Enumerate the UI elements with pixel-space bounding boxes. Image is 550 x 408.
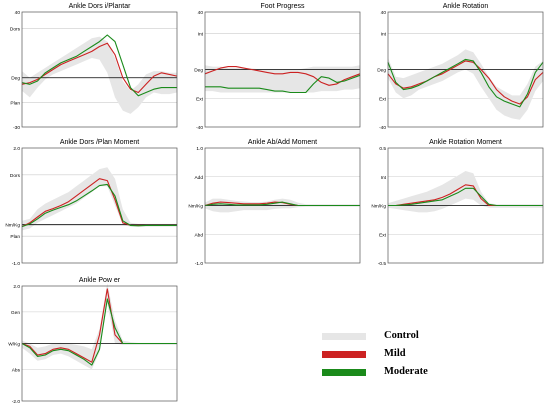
series-line-moderate [205,74,361,94]
y-tick-label: Abs [12,367,21,373]
chart-panel-2: Foot Progress 40 Int Deg Ext -40 [194,3,361,131]
chart-title: Ankle Dors /Plan Moment [60,139,139,146]
control-band [205,65,360,93]
legend-swatch-moderate [322,369,366,376]
control-band [388,171,543,213]
y-tick-label: -0.5 [378,261,387,267]
y-tick-label: Deg [194,68,203,74]
y-tick-label: 0.5 [379,146,386,152]
y-tick-label: -40 [196,125,203,131]
series-line-moderate [387,58,544,108]
series-line-moderate [21,183,177,228]
y-tick-label: 40 [15,10,21,16]
control-band [22,167,177,231]
series-line-mild [21,42,178,94]
chart-panel-1: Ankle Dors i/Plantar 40 Dors Deg Plan -30 [10,3,178,131]
legend: Control Mild Moderate [322,328,522,382]
chart-title: Ankle Dors i/Plantar [69,3,132,10]
y-tick-label: -40 [379,125,386,131]
y-tick-label: 40 [381,10,387,16]
series-line-mild [204,66,361,86]
plot-frame [204,11,361,128]
y-tick-label: Ext [379,96,387,102]
y-tick-label: -2.0 [12,399,21,405]
plot-frame [387,147,544,264]
y-tick-label: Ext [196,96,204,102]
legend-item-control: Control [322,328,522,344]
series-line-moderate [204,201,360,207]
y-tick-label: Deg [377,68,386,74]
legend-label-moderate: Moderate [384,366,428,377]
plot-frame [21,147,178,264]
y-tick-label: -30 [13,125,20,131]
y-tick-label: 1.0 [196,146,203,152]
y-tick-label: Plan [10,234,20,240]
y-tick-label: 40 [198,10,204,16]
chart-panel-6: Ankle Rotation Moment 0.5 Int Nm/Kg Ext -0.5 [371,139,544,267]
y-tick-label: Plan [10,100,20,106]
y-tick-label: 2.0 [13,284,20,290]
y-tick-label: Int [381,175,387,181]
y-tick-label: Add [194,175,203,181]
control-band [22,283,177,370]
chart-panel-4: Ankle Dors /Plan Moment 2.0 Dors Nm/Kg Plan -… [5,139,178,267]
y-tick-label: Dors [10,173,21,179]
chart-title: Ankle Rotation [443,3,489,10]
y-tick-label: 2.0 [13,146,20,152]
y-tick-label: Int [198,32,204,38]
series-line-moderate [21,34,177,97]
plot-frame [21,285,178,402]
y-tick-label: Int [381,32,387,38]
y-tick-label: Nm/Kg [5,223,20,229]
y-tick-label: Deg [11,76,20,82]
chart-panel-7: Ankle Pow er 2.0 Gen W/Kg Abs -2.0 [8,277,178,405]
chart-panel-5: Ankle Ab/Add Moment 1.0 Add Nm/Kg Abd -1.0 [188,139,361,267]
legend-swatch-control [322,333,366,340]
series-line-moderate [388,187,543,207]
y-tick-label: Abd [194,232,203,238]
y-tick-label: Nm/Kg [188,204,203,210]
legend-label-control: Control [384,330,419,341]
chart-title: Ankle Pow er [79,277,121,284]
control-band [22,36,177,114]
y-tick-label: -1.0 [195,261,204,267]
legend-swatch-mild [322,351,366,358]
y-tick-label: Dors [10,26,21,32]
legend-item-moderate: Moderate [322,364,522,380]
legend-label-mild: Mild [384,348,406,359]
y-tick-label: W/Kg [8,342,20,348]
chart-title: Foot Progress [261,3,305,10]
chart-panel-3: Ankle Rotation 40 Int Deg Ext -40 [377,3,544,131]
y-tick-label: Ext [379,232,387,238]
plot-frame [204,147,361,264]
y-tick-label: Nm/Kg [371,204,386,210]
legend-item-mild: Mild [322,346,522,362]
chart-title: Ankle Ab/Add Moment [248,139,317,146]
plot-frame [21,11,178,128]
control-band [388,49,543,120]
plot-frame [387,11,544,128]
series-line-mild [387,60,544,105]
y-tick-label: Gen [11,310,20,316]
series-line-moderate [21,298,177,366]
y-tick-label: -1.0 [12,261,21,267]
chart-title: Ankle Rotation Moment [429,139,502,146]
